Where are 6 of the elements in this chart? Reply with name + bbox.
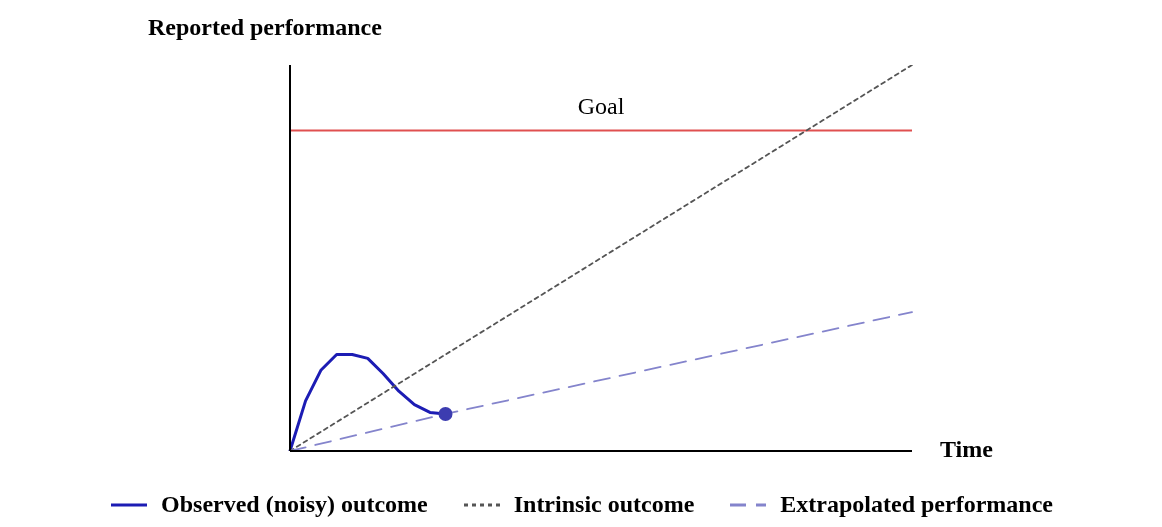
legend-label: Extrapolated performance: [779, 491, 1053, 518]
x-axis-title: Time: [940, 436, 993, 463]
y-axis-title: Reported performance: [148, 14, 382, 41]
ref-line-label: Goal: [577, 92, 625, 119]
legend-label: Intrinsic outcome: [512, 491, 695, 518]
legend-label: Observed (noisy) outcome: [160, 491, 428, 518]
